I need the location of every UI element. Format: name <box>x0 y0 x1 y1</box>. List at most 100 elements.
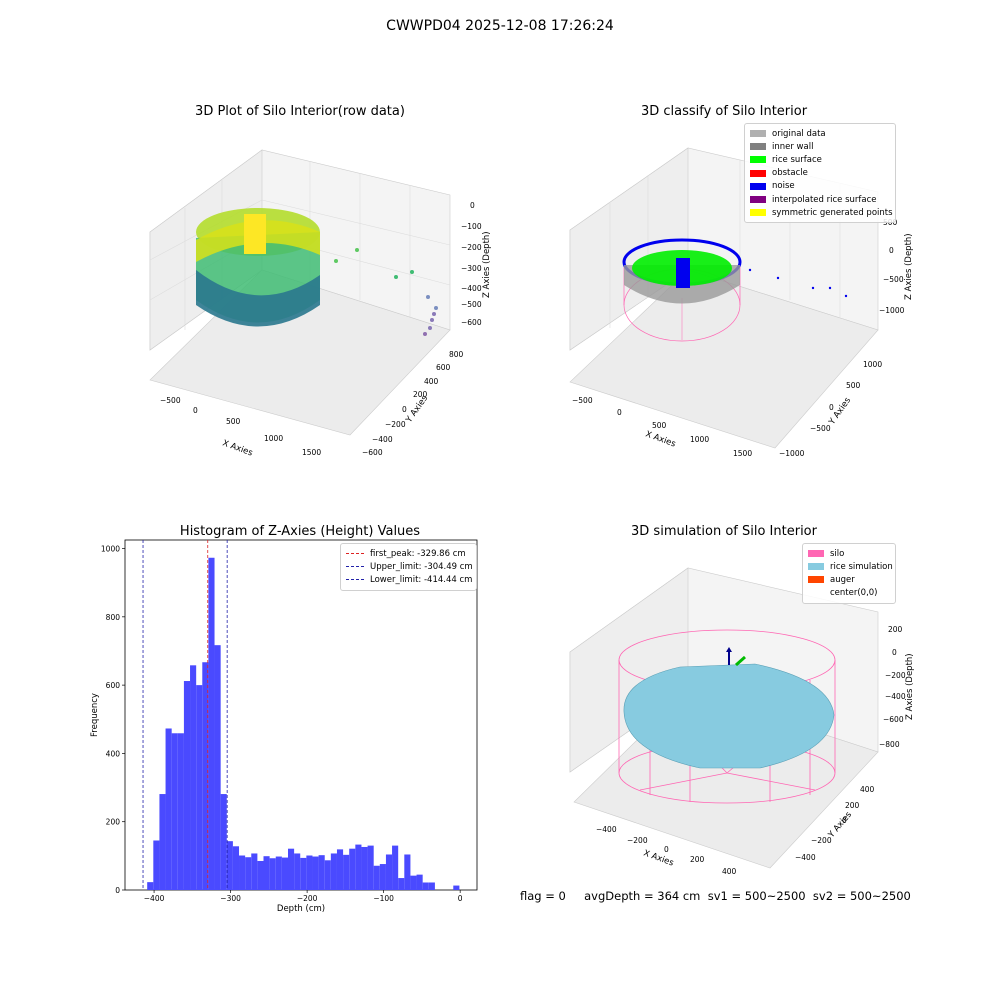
p2-xtick: 500 <box>652 421 667 430</box>
p1-ztick: −600 <box>461 318 482 327</box>
p1-xtick: −500 <box>160 396 181 405</box>
legend-item: original data <box>750 127 890 140</box>
p1-ztick: −100 <box>461 222 482 231</box>
legend-item: Upper_limit: -304.49 cm <box>346 560 473 573</box>
legend-label: rice surface <box>772 154 822 165</box>
hist-bar <box>190 665 197 890</box>
hist-ytick-label: 400 <box>106 749 121 758</box>
p1-ztick: −200 <box>461 243 482 252</box>
hist-bar <box>220 794 227 890</box>
hist-bar <box>239 855 246 890</box>
p2-xtick: 1500 <box>733 449 752 458</box>
p4-ytick: 0 <box>842 816 847 825</box>
p4-ytick: 200 <box>845 801 860 810</box>
hist-bar <box>196 685 203 890</box>
p2-ytick: 0 <box>829 403 834 412</box>
hist-ytick-label: 200 <box>106 818 121 827</box>
hist-bar <box>300 857 307 890</box>
legend-item: first_peak: -329.86 cm <box>346 547 471 560</box>
p2-ytick: 1000 <box>863 360 882 369</box>
legend-label: auger <box>830 574 855 585</box>
legend-item: noise <box>750 180 890 193</box>
legend-item: Lower_limit: -414.44 cm <box>346 573 473 586</box>
hist-bar <box>232 846 240 890</box>
panel2-title: 3D classify of Silo Interior <box>640 104 808 119</box>
hist-bars <box>147 557 460 890</box>
panel4-legend: silo rice simulation auger center(0,0) <box>802 543 896 604</box>
hist-bar <box>294 853 301 890</box>
hist-bar <box>226 841 233 890</box>
legend-item: auger <box>808 573 890 586</box>
p2-ztick: −1000 <box>879 306 905 315</box>
panel1-points <box>196 208 438 336</box>
legend-item: obstacle <box>750 167 890 180</box>
legend-label: first_peak: -329.86 cm <box>370 548 466 559</box>
panel2-tick-labels: −500 0 500 1000 1500 −1000 −500 0 500 10… <box>572 218 905 458</box>
panel4-tick-labels: −400 −200 0 200 400 −400 −200 0 200 400 … <box>596 625 906 876</box>
p1-ytick: −400 <box>372 435 393 444</box>
p1-ytick: 800 <box>449 350 464 359</box>
p4-xtick: −200 <box>627 836 648 845</box>
legend-label: center(0,0) <box>830 588 878 599</box>
p4-xtick: 400 <box>722 867 737 876</box>
hist-bar <box>361 846 368 890</box>
hist-bar <box>183 681 191 890</box>
hist-bar <box>336 849 344 890</box>
legend-item: rice simulation <box>808 560 893 573</box>
hist-ytick-label: 800 <box>106 613 121 622</box>
p1-xtick: 1500 <box>302 448 321 457</box>
legend-label: original data <box>772 128 826 139</box>
hist-bar <box>171 733 178 890</box>
p2-ytick: −1000 <box>779 449 805 458</box>
panel4-title: 3D simulation of Silo Interior <box>631 524 817 539</box>
hist-xtick-label: 0 <box>458 894 463 903</box>
hist-bar <box>214 645 221 890</box>
p1-ytick: 600 <box>436 363 451 372</box>
p2-zlabel: Z Axies (Depth) <box>904 233 914 300</box>
legend-item: inner wall <box>750 140 890 153</box>
hist-xlabel: Depth (cm) <box>277 904 325 914</box>
hist-xtick-label: −400 <box>144 894 165 903</box>
legend-label: Lower_limit: -414.44 cm <box>370 574 473 585</box>
hist-bar <box>312 856 319 890</box>
panel4-auger <box>726 647 746 667</box>
hist-bar <box>263 856 270 890</box>
hist-bar <box>367 845 374 890</box>
hist-bar <box>269 858 276 890</box>
p4-ztick: 0 <box>892 648 897 657</box>
hist-ytick-label: 600 <box>106 681 121 690</box>
p2-xtick: 0 <box>617 408 622 417</box>
hist-bar <box>355 844 362 890</box>
hist-bar <box>385 854 393 890</box>
p4-ztick: −200 <box>885 671 906 680</box>
hist-xticks: −400 −300 −200 −100 0 <box>144 890 463 903</box>
hist-ytick-label: 0 <box>115 886 120 895</box>
panel4-rice <box>623 663 835 769</box>
p1-ztick: −300 <box>461 264 482 273</box>
hist-xtick-label: −300 <box>220 894 241 903</box>
p1-ytick: 0 <box>402 405 407 414</box>
p1-ytick: −600 <box>362 448 383 457</box>
p4-xlabel: X Axies <box>642 848 675 868</box>
hist-bar <box>208 557 215 890</box>
hist-bar <box>318 855 325 890</box>
p4-ytick: 400 <box>860 785 875 794</box>
hist-bar <box>343 854 350 890</box>
hist-bar <box>147 882 154 890</box>
p1-xtick: 0 <box>193 406 198 415</box>
p4-ytick: −200 <box>811 836 832 845</box>
p1-ztick: −400 <box>461 284 482 293</box>
p4-ztick: 200 <box>888 625 903 634</box>
hist-bar <box>202 662 209 890</box>
p4-ztick: −600 <box>883 715 904 724</box>
hist-vlines <box>142 540 228 890</box>
hist-bar <box>398 878 405 890</box>
legend-label: rice simulation <box>830 561 893 572</box>
p1-ytick: 400 <box>424 377 439 386</box>
hist-bar <box>349 848 356 890</box>
panel2-points <box>622 238 848 342</box>
p2-ytick: −500 <box>810 424 831 433</box>
hist-bar <box>159 794 166 890</box>
p2-ytick: 500 <box>846 381 861 390</box>
